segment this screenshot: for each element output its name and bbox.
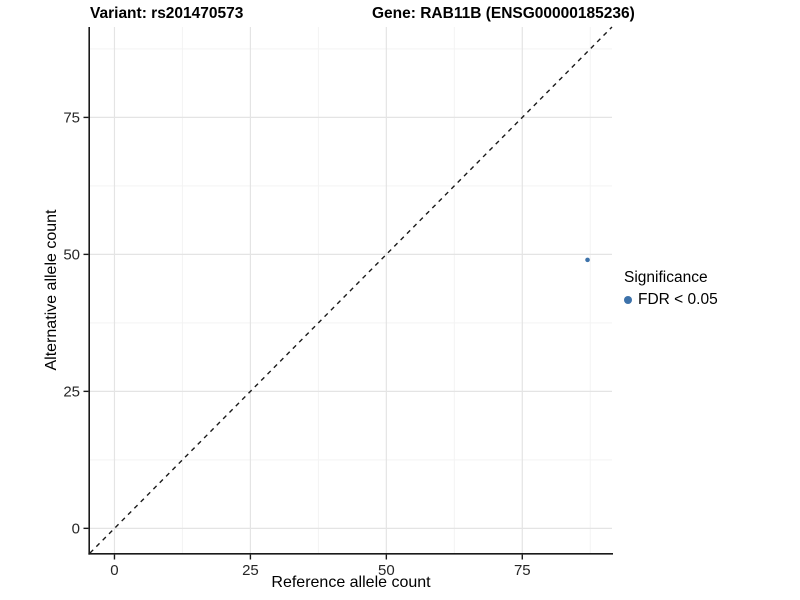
x-tick-label: 0 — [110, 562, 118, 579]
legend-entry: FDR < 0.05 — [624, 291, 718, 309]
legend-point-icon — [624, 296, 632, 304]
y-axis-title: Alternative allele count — [43, 209, 60, 371]
x-tick-label: 75 — [514, 562, 531, 579]
legend: Significance FDR < 0.05 — [624, 269, 718, 309]
legend-title: Significance — [624, 269, 708, 286]
identity-dashed-line — [89, 26, 613, 554]
y-tick-label: 50 — [63, 246, 80, 263]
plot-title-variant: Variant: rs201470573 — [90, 5, 244, 22]
plot-title-gene: Gene: RAB11B (ENSG00000185236) — [372, 5, 635, 22]
x-axis-title: Reference allele count — [271, 574, 431, 591]
y-tick-label: 25 — [63, 383, 80, 400]
x-tick-label: 25 — [242, 562, 259, 579]
data-point — [585, 257, 590, 263]
y-tick-label: 0 — [72, 520, 80, 537]
x-tick-label: 50 — [378, 562, 395, 579]
legend-entry-label: FDR < 0.05 — [638, 291, 718, 308]
y-tick-label: 75 — [63, 109, 80, 126]
